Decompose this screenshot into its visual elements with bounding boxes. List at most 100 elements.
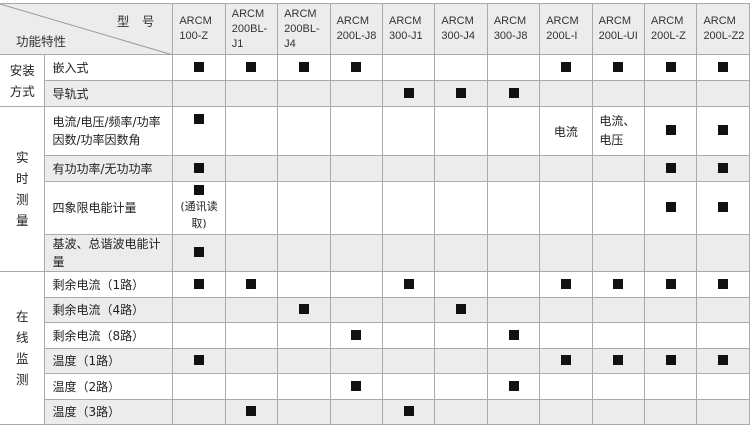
table-row: 温度（2路） bbox=[0, 373, 750, 400]
support-cell bbox=[381, 399, 436, 425]
support-cell bbox=[696, 155, 750, 182]
support-cell bbox=[539, 155, 593, 182]
group-label: 安装方式 bbox=[0, 54, 46, 107]
support-cell bbox=[434, 322, 488, 349]
feature-comparison-table: 型 号功能特性 ARCM 100-Z ARCM 200BL-J1 ARCM 200BL-J4… bbox=[0, 3, 750, 425]
support-cell bbox=[696, 373, 750, 400]
support-cell bbox=[172, 399, 226, 425]
support-cell bbox=[696, 322, 750, 349]
support-cell bbox=[224, 399, 279, 425]
support-cell bbox=[696, 348, 750, 374]
supported-mark-icon bbox=[718, 355, 729, 365]
supported-mark-icon bbox=[718, 61, 729, 72]
support-cell bbox=[172, 373, 226, 400]
support-cell bbox=[277, 322, 331, 349]
support-cell bbox=[277, 54, 331, 81]
supported-mark-icon bbox=[298, 304, 309, 314]
support-cell bbox=[381, 80, 436, 107]
supported-mark-icon bbox=[560, 61, 571, 72]
supported-mark-icon bbox=[665, 355, 676, 365]
supported-mark-icon bbox=[718, 278, 729, 289]
support-cell bbox=[486, 322, 541, 349]
support-cell bbox=[381, 322, 436, 349]
table-row: 温度（3路） bbox=[0, 399, 750, 425]
feature-label: 温度（3路） bbox=[44, 399, 174, 425]
supported-mark-icon bbox=[246, 278, 257, 289]
feature-label: 温度（2路） bbox=[44, 373, 174, 400]
model-header: ARCM 200L-Z2 bbox=[696, 3, 750, 55]
support-cell bbox=[329, 297, 384, 323]
support-cell bbox=[591, 373, 646, 400]
supported-mark-icon bbox=[194, 355, 205, 365]
support-cell bbox=[591, 271, 646, 298]
support-cell bbox=[591, 322, 646, 349]
supported-mark-icon bbox=[613, 355, 624, 365]
support-cell bbox=[277, 373, 331, 400]
cell-note: (通讯读取) bbox=[180, 200, 218, 230]
model-header: ARCM 200BL-J4 bbox=[277, 3, 331, 55]
supported-mark-icon bbox=[508, 329, 519, 340]
supported-mark-icon bbox=[613, 278, 624, 289]
model-code: 200L-I bbox=[546, 30, 578, 42]
support-cell bbox=[224, 106, 279, 156]
model-prefix: ARCM bbox=[179, 15, 212, 27]
support-cell bbox=[277, 271, 331, 298]
support-cell bbox=[329, 373, 384, 400]
model-code: 300-J8 bbox=[493, 30, 528, 42]
support-cell bbox=[277, 80, 331, 107]
model-prefix: ARCM bbox=[651, 15, 684, 27]
support-cell bbox=[224, 322, 279, 349]
supported-mark-icon bbox=[508, 87, 519, 98]
model-prefix: ARCM bbox=[703, 15, 736, 27]
support-cell bbox=[224, 373, 279, 400]
supported-mark-icon bbox=[456, 304, 467, 314]
support-cell bbox=[591, 181, 646, 235]
support-cell bbox=[224, 297, 279, 323]
support-cell bbox=[172, 155, 226, 182]
support-cell bbox=[486, 106, 541, 156]
support-cell bbox=[644, 373, 698, 400]
support-cell bbox=[644, 54, 698, 81]
model-code: 200BL-J1 bbox=[231, 22, 268, 50]
support-cell: 电流、电压 bbox=[591, 106, 646, 156]
table-row: 剩余电流（8路） bbox=[0, 322, 750, 349]
model-label: 型 号 bbox=[116, 14, 155, 29]
support-cell bbox=[434, 181, 488, 235]
support-cell bbox=[486, 234, 541, 272]
support-cell bbox=[539, 399, 593, 425]
support-cell bbox=[381, 54, 436, 81]
model-prefix: ARCM bbox=[598, 15, 632, 27]
support-cell bbox=[172, 234, 226, 272]
supported-mark-icon bbox=[194, 247, 205, 257]
supported-mark-icon bbox=[403, 87, 414, 98]
feature-label: 温度（1路） bbox=[44, 348, 174, 374]
cell-text: 电流、电压 bbox=[599, 114, 636, 147]
support-cell bbox=[329, 271, 384, 298]
feature-label: 剩余电流（1路） bbox=[44, 271, 174, 298]
supported-mark-icon bbox=[246, 406, 257, 416]
model-prefix: ARCM bbox=[231, 7, 265, 20]
group-label-text: 在线监测 bbox=[15, 309, 29, 387]
support-cell bbox=[539, 297, 593, 323]
model-code: 300-J1 bbox=[389, 30, 423, 42]
support-cell bbox=[277, 234, 331, 272]
model-code: 100-Z bbox=[179, 30, 209, 42]
supported-mark-icon bbox=[194, 278, 205, 289]
support-cell bbox=[591, 348, 646, 374]
support-cell bbox=[224, 271, 279, 298]
supported-mark-icon bbox=[456, 87, 467, 98]
support-cell bbox=[172, 271, 226, 298]
support-cell bbox=[486, 348, 541, 374]
supported-mark-icon bbox=[246, 61, 257, 72]
supported-mark-icon bbox=[718, 202, 729, 212]
support-cell bbox=[172, 297, 226, 323]
support-cell bbox=[539, 54, 593, 81]
support-cell bbox=[539, 234, 593, 272]
support-cell bbox=[591, 155, 646, 182]
support-cell bbox=[277, 181, 331, 235]
model-header: ARCM 200BL-J1 bbox=[224, 3, 279, 55]
support-cell bbox=[486, 54, 541, 81]
support-cell bbox=[644, 271, 698, 298]
feature-label: 基波、总谐波电能计量 bbox=[44, 234, 174, 272]
support-cell bbox=[381, 234, 436, 272]
